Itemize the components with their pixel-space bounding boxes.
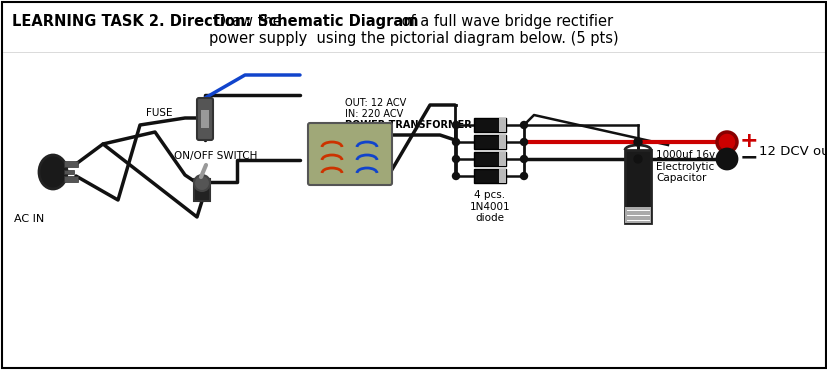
Bar [64,176,78,182]
Circle shape [633,155,641,163]
Text: FUSE: FUSE [146,108,173,118]
Text: OUT: 12 ACV: OUT: 12 ACV [345,98,406,108]
Bar [624,150,650,223]
Bar [64,170,74,174]
Bar [201,110,208,128]
Bar [499,118,505,132]
Text: ON/OFF SWITCH: ON/OFF SWITCH [174,151,257,161]
Circle shape [633,138,641,146]
Bar [64,161,78,167]
Bar [194,179,210,201]
Text: −: − [739,147,758,167]
Circle shape [520,155,527,162]
Bar [473,135,505,149]
Circle shape [716,132,736,152]
Text: 1000uf 16v
Electrolytic
Capacitor: 1000uf 16v Electrolytic Capacitor [655,150,715,183]
Text: POWER TRANSFORMER: POWER TRANSFORMER [345,120,471,130]
Text: of a full wave bridge rectifier: of a full wave bridge rectifier [396,14,612,29]
Text: AC IN: AC IN [14,214,44,224]
Ellipse shape [39,155,67,189]
Text: Draw the: Draw the [210,14,286,29]
Circle shape [452,155,459,162]
Circle shape [452,121,459,128]
Bar [473,152,505,166]
Circle shape [452,138,459,145]
Circle shape [194,175,210,191]
Circle shape [520,138,527,145]
Circle shape [452,172,459,179]
Bar [499,152,505,166]
FancyBboxPatch shape [197,98,213,140]
Text: LEARNING TASK 2. Direction:: LEARNING TASK 2. Direction: [12,14,251,29]
Text: power supply  using the pictorial diagram below. (5 pts): power supply using the pictorial diagram… [209,31,618,46]
Text: Schematic Diagram: Schematic Diagram [258,14,418,29]
Text: +: + [739,131,758,151]
Bar [473,169,505,183]
Bar [499,169,505,183]
Bar [624,207,650,223]
Text: IN: 220 ACV: IN: 220 ACV [345,109,403,119]
Bar [499,135,505,149]
Text: 4 pcs.
1N4001
diode: 4 pcs. 1N4001 diode [469,190,509,223]
FancyBboxPatch shape [308,123,391,185]
Circle shape [520,172,527,179]
Text: 12 DCV out: 12 DCV out [758,145,827,158]
Circle shape [520,121,527,128]
Bar [473,118,505,132]
Circle shape [716,149,736,169]
